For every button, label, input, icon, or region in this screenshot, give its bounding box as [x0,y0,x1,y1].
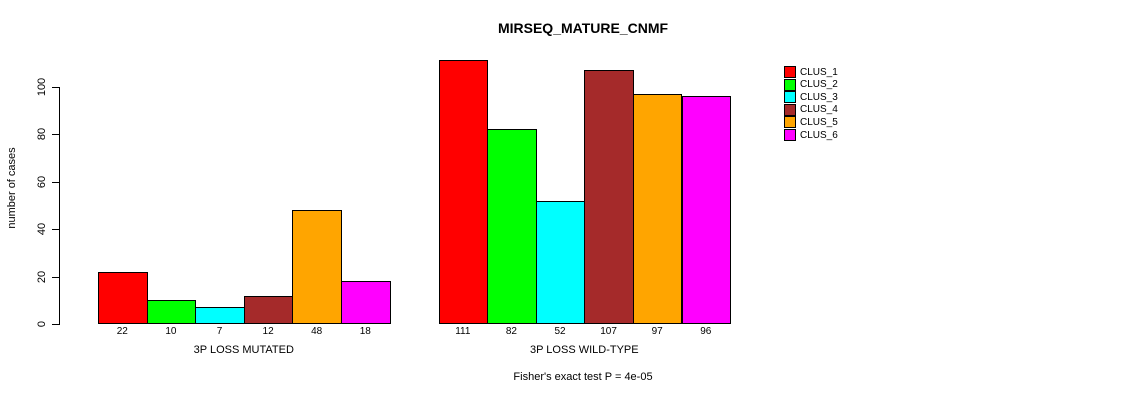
bar-clus_4-1 [243,295,294,324]
bar-value-label: 22 [116,326,128,337]
legend-item-clus_3: CLUS_3 [784,91,838,104]
bar-value-label: 12 [262,326,274,337]
bar-clus_5-1 [292,210,342,324]
legend-label: CLUS_2 [800,79,838,91]
bar-value-label: 107 [600,326,617,337]
legend-label: CLUS_4 [800,104,838,116]
legend-swatch-clus_4 [784,103,796,116]
bar-clus_2-1 [146,300,197,324]
legend-item-clus_6: CLUS_6 [784,129,838,141]
group-label-2: 3P LOSS WILD-TYPE [529,344,639,356]
legend-label: CLUS_3 [800,91,838,103]
bar-value-label: 96 [700,326,712,337]
y-axis-tick [52,324,59,325]
y-axis-tick [52,181,59,183]
legend-swatch-clus_6 [784,129,796,141]
y-axis-tick [52,276,59,278]
bar-clus_1-1 [98,271,148,324]
bar-value-label: 111 [455,326,471,337]
annotation-text: Fisher's exact test P = 4e-05 [513,371,653,383]
chart-title: MIRSEQ_MATURE_CNMF [497,20,669,36]
bar-value-label: 18 [359,326,371,337]
bar-value-label: 52 [554,326,566,337]
bar-clus_6-2 [681,96,732,324]
legend-swatch-clus_2 [784,78,796,91]
bar-clus_3-2 [535,200,586,324]
legend-swatch-clus_5 [784,116,796,129]
bar-clus_6-1 [341,281,391,324]
legend-swatch-clus_1 [784,66,796,78]
y-axis-tick-label: 20 [36,270,48,283]
y-axis-tick-label: 0 [36,320,48,328]
bar-value-label: 10 [165,326,177,337]
y-axis-tick-label: 100 [36,77,48,96]
bar-value-label: 82 [505,326,517,337]
legend-label: CLUS_1 [800,66,838,78]
bar-clus_2-2 [487,129,537,324]
bar-clus_1-2 [438,60,489,324]
bar-clus_4-2 [584,69,634,324]
y-axis-tick [52,229,59,230]
legend-item-clus_4: CLUS_4 [784,103,838,116]
bar-value-label: 97 [651,326,663,337]
legend-item-clus_2: CLUS_2 [784,78,838,91]
legend-label: CLUS_6 [800,129,838,141]
y-axis-tick-label: 80 [36,127,48,141]
legend-item-clus_1: CLUS_1 [784,66,838,78]
y-axis-tick [52,86,59,88]
legend-swatch-clus_3 [784,91,796,104]
bar-value-label: 48 [311,326,323,337]
bar-clus_3-1 [195,307,245,324]
y-axis-line [59,86,60,325]
y-axis-tick-label: 60 [36,175,48,188]
y-axis-label: number of cases [6,147,18,229]
legend-label: CLUS_5 [800,116,838,128]
group-label-1: 3P LOSS MUTATED [193,344,294,356]
bar-value-label: 7 [216,326,223,337]
bar-clus_5-2 [632,93,683,324]
y-axis-tick [52,134,59,135]
legend-item-clus_5: CLUS_5 [784,116,838,129]
y-axis-tick-label: 40 [36,222,48,236]
